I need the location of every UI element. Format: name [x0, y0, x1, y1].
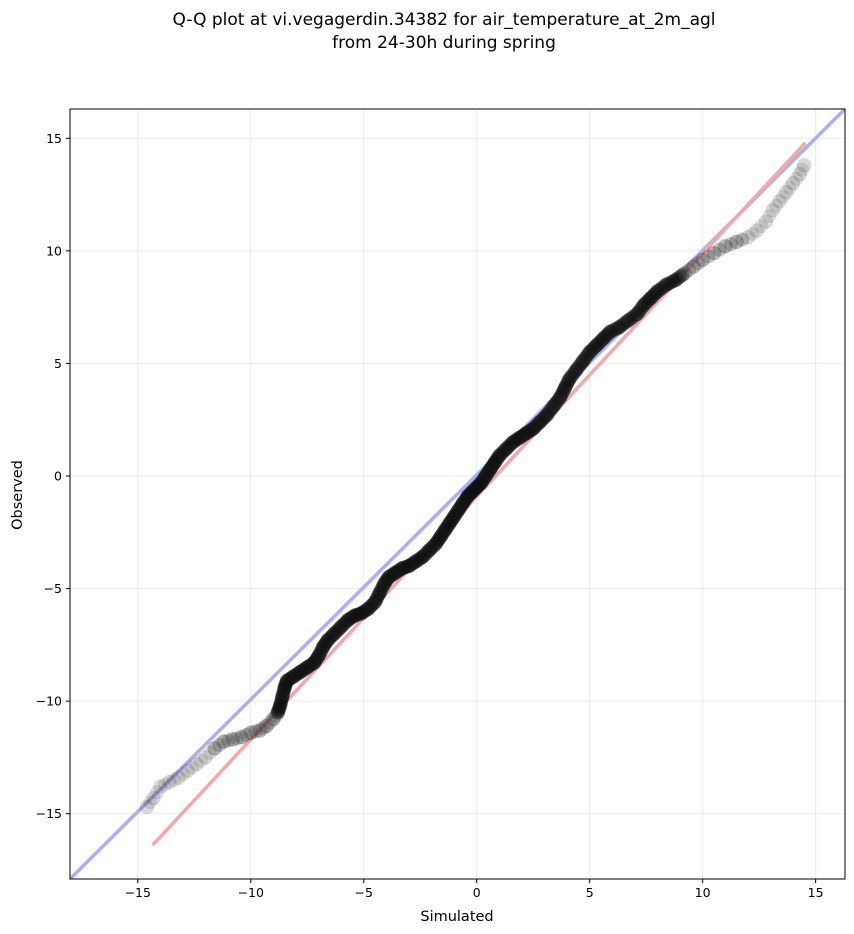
points-layer — [139, 158, 812, 815]
qq-point — [695, 252, 710, 268]
qq-point — [180, 763, 195, 779]
x-tick-label: 10 — [695, 885, 711, 900]
qq-point-fill — [673, 269, 688, 284]
qq-point-fill — [723, 237, 738, 252]
qq-point-fill — [221, 733, 236, 748]
qq-point-fill — [762, 208, 777, 223]
qq-point-fill — [795, 162, 810, 177]
y-tick-label: 10 — [46, 243, 62, 258]
qq-point-fill — [754, 219, 769, 234]
qq-point — [740, 230, 756, 245]
qq-point — [252, 723, 268, 738]
y-tick-label: 15 — [46, 131, 62, 146]
qq-point-fill — [166, 772, 181, 787]
ticks-layer: −15 −10 −5 0 5 10 15 −15 −10 −5 0 5 10 15 — [36, 131, 824, 900]
y-tick-label: 5 — [54, 356, 62, 371]
qq-point-fill — [789, 171, 804, 186]
reference-lines — [70, 109, 845, 879]
x-tick-label: −15 — [125, 885, 151, 900]
qq-point-fill — [262, 715, 277, 730]
x-tick-label: 0 — [473, 885, 481, 900]
qq-point-fill — [256, 721, 271, 736]
chart-title-line-1: Q-Q plot at vi.vegagerdin.34382 for air_… — [172, 10, 715, 30]
qq-point — [717, 239, 733, 254]
qq-point — [785, 176, 801, 191]
qq-point-fill — [185, 760, 200, 775]
x-axis-label: Simulated — [420, 909, 493, 925]
x-tick-label: −10 — [238, 885, 264, 900]
qq-point — [729, 234, 744, 250]
x-tick-label: 15 — [808, 885, 824, 900]
qq-point-fill — [769, 198, 784, 213]
qq-point — [243, 725, 259, 740]
qq-point-fill — [194, 753, 209, 768]
qq-point-fill — [675, 268, 690, 283]
x-tick-label: 5 — [586, 885, 594, 900]
y-axis-label: Observed — [10, 460, 26, 530]
qq-point — [677, 266, 692, 281]
qq-point — [259, 718, 274, 734]
y-tick-label: −5 — [44, 581, 62, 596]
y-tick-label: −15 — [36, 806, 62, 821]
chart-title-line-2: from 24-30h during spring — [332, 33, 556, 53]
qq-point — [772, 194, 787, 209]
qq-point-fill — [149, 785, 164, 800]
qq-point-fill — [212, 738, 227, 753]
qq-point-fill — [248, 724, 263, 739]
qq-point — [162, 774, 177, 790]
plot-frame — [69, 108, 846, 880]
qq-point — [198, 750, 213, 765]
qq-point-fill — [175, 767, 190, 782]
qq-point — [189, 756, 204, 772]
qq-point-fill — [775, 189, 790, 204]
qq-point-fill — [691, 256, 706, 271]
y-tick-label: 0 — [54, 468, 62, 483]
qq-point-fill — [143, 795, 158, 810]
qq-point — [779, 185, 794, 200]
qq-point-fill — [782, 180, 797, 195]
qq-point-fill — [239, 727, 254, 742]
qq-point — [146, 790, 161, 806]
qq-point — [234, 729, 249, 745]
fit-line — [151, 142, 807, 846]
qq-point — [792, 167, 808, 182]
qq-point — [207, 741, 222, 756]
qq-point-fill — [670, 271, 685, 286]
qq-point — [749, 223, 765, 238]
qq-point — [139, 799, 155, 815]
grid-layer — [70, 109, 845, 879]
qq-point — [668, 272, 683, 288]
qq-point — [706, 245, 722, 261]
qq-point — [758, 214, 774, 229]
qq-point — [153, 779, 168, 794]
qq-point — [216, 734, 231, 749]
qq-point-fill — [735, 232, 750, 247]
qq-point — [225, 732, 240, 747]
qq-point-fill — [701, 249, 716, 264]
qq-point-fill — [203, 745, 218, 760]
qq-point-fill — [712, 242, 727, 257]
qq-point — [797, 158, 812, 173]
qq-point — [171, 770, 186, 785]
qq-point-fill — [745, 226, 760, 241]
qq-point-fill — [157, 777, 172, 792]
qq-point-fill — [230, 731, 245, 746]
qq-point — [765, 203, 780, 218]
y-tick-label: −10 — [36, 694, 62, 709]
qq-point — [686, 259, 701, 274]
qq-point-fill — [682, 262, 697, 277]
x-tick-label: −5 — [355, 885, 373, 900]
